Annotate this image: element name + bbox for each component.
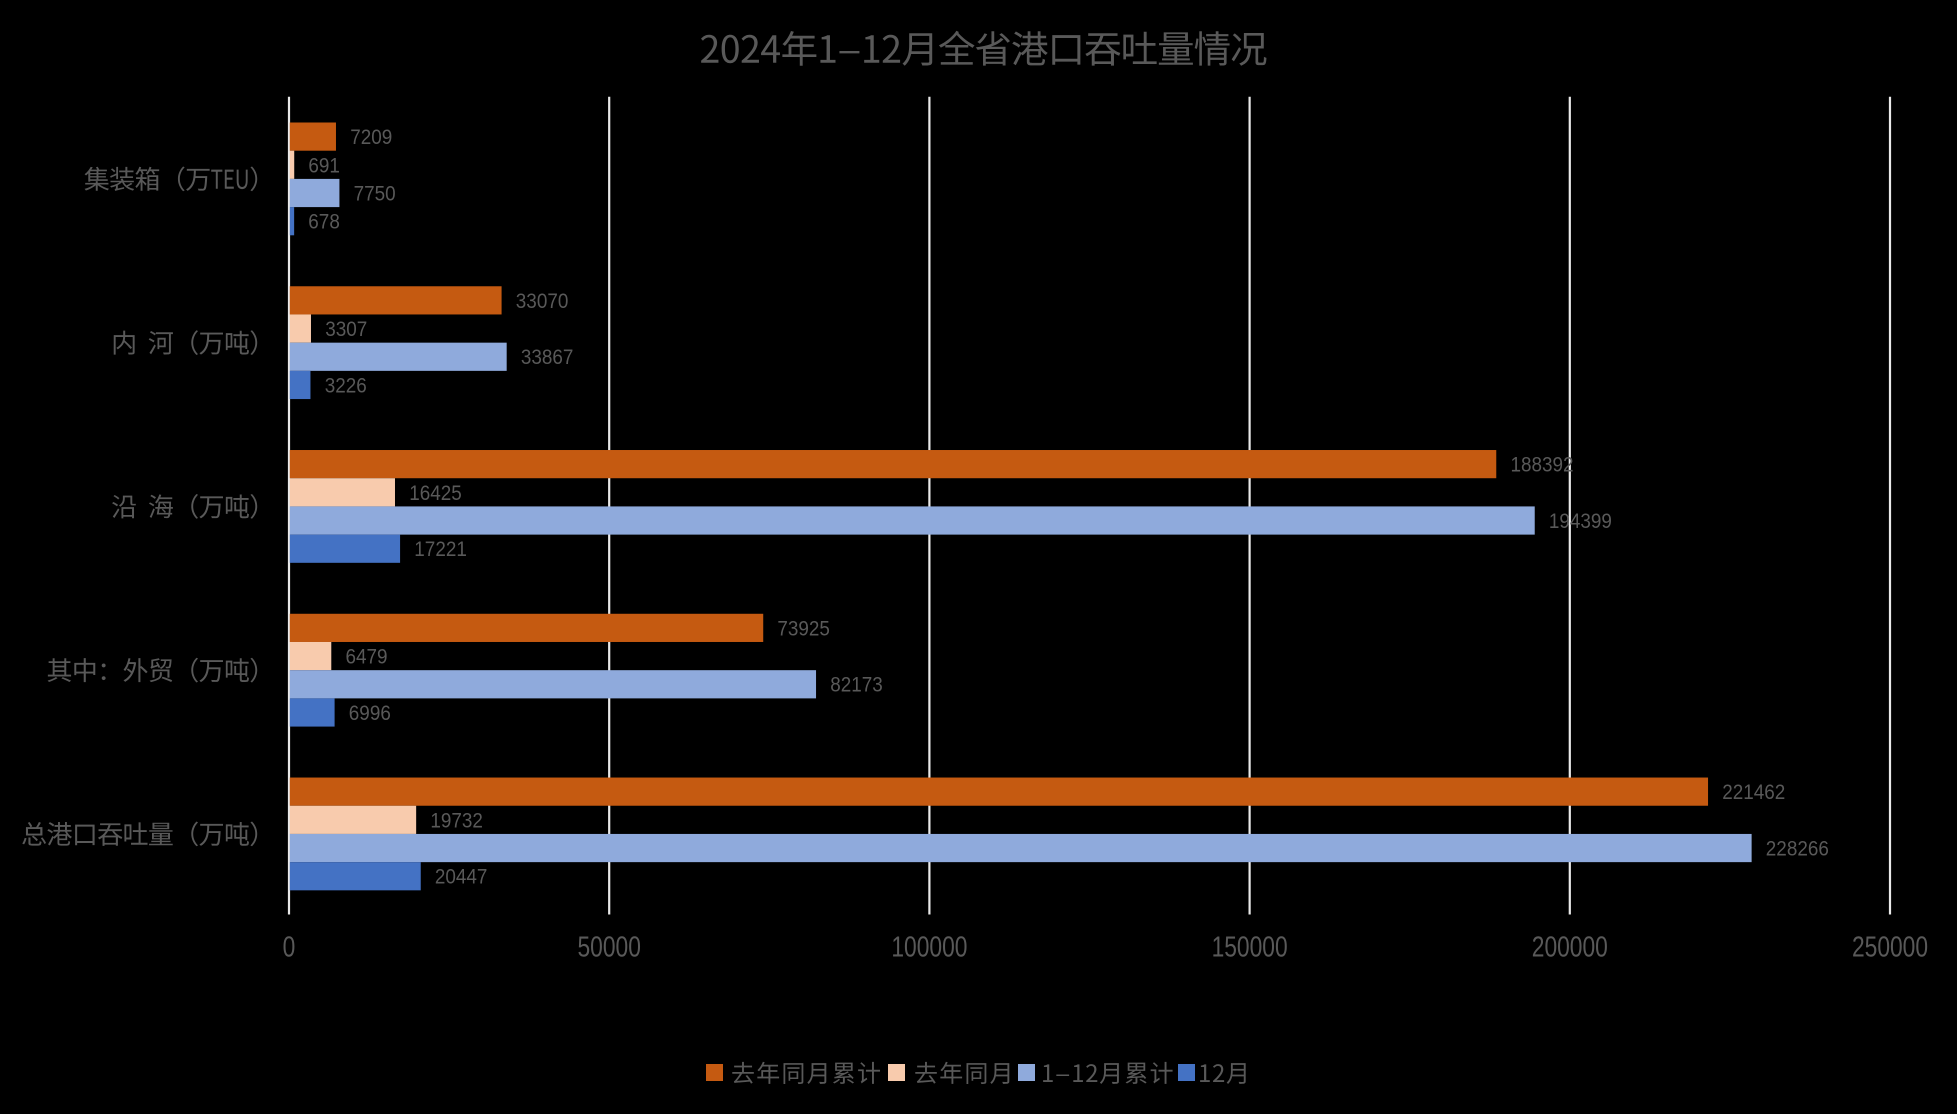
svg-text:16425: 16425 xyxy=(409,482,462,505)
svg-text:6479: 6479 xyxy=(346,646,388,669)
svg-text:33867: 33867 xyxy=(521,346,574,369)
svg-text:0: 0 xyxy=(283,932,296,963)
svg-text:7209: 7209 xyxy=(350,126,392,149)
svg-text:3226: 3226 xyxy=(325,375,367,398)
svg-text:50000: 50000 xyxy=(578,932,641,963)
svg-text:221462: 221462 xyxy=(1722,781,1785,804)
svg-text:194399: 194399 xyxy=(1549,510,1612,533)
svg-text:6996: 6996 xyxy=(349,702,391,725)
svg-text:7750: 7750 xyxy=(354,183,396,206)
svg-text:150000: 150000 xyxy=(1212,932,1288,963)
svg-text:691: 691 xyxy=(308,154,340,177)
svg-text:17221: 17221 xyxy=(414,538,467,561)
svg-text:3307: 3307 xyxy=(325,318,367,341)
svg-text:33070: 33070 xyxy=(516,290,569,313)
svg-text:678: 678 xyxy=(308,211,340,234)
svg-text:100000: 100000 xyxy=(891,932,967,963)
svg-text:73925: 73925 xyxy=(777,617,830,640)
svg-text:82173: 82173 xyxy=(830,674,883,697)
svg-text:200000: 200000 xyxy=(1532,932,1608,963)
svg-text:250000: 250000 xyxy=(1852,932,1928,963)
svg-text:20447: 20447 xyxy=(435,866,488,889)
svg-text:188392: 188392 xyxy=(1511,454,1574,477)
svg-text:19732: 19732 xyxy=(430,809,483,832)
svg-text:228266: 228266 xyxy=(1766,838,1829,861)
